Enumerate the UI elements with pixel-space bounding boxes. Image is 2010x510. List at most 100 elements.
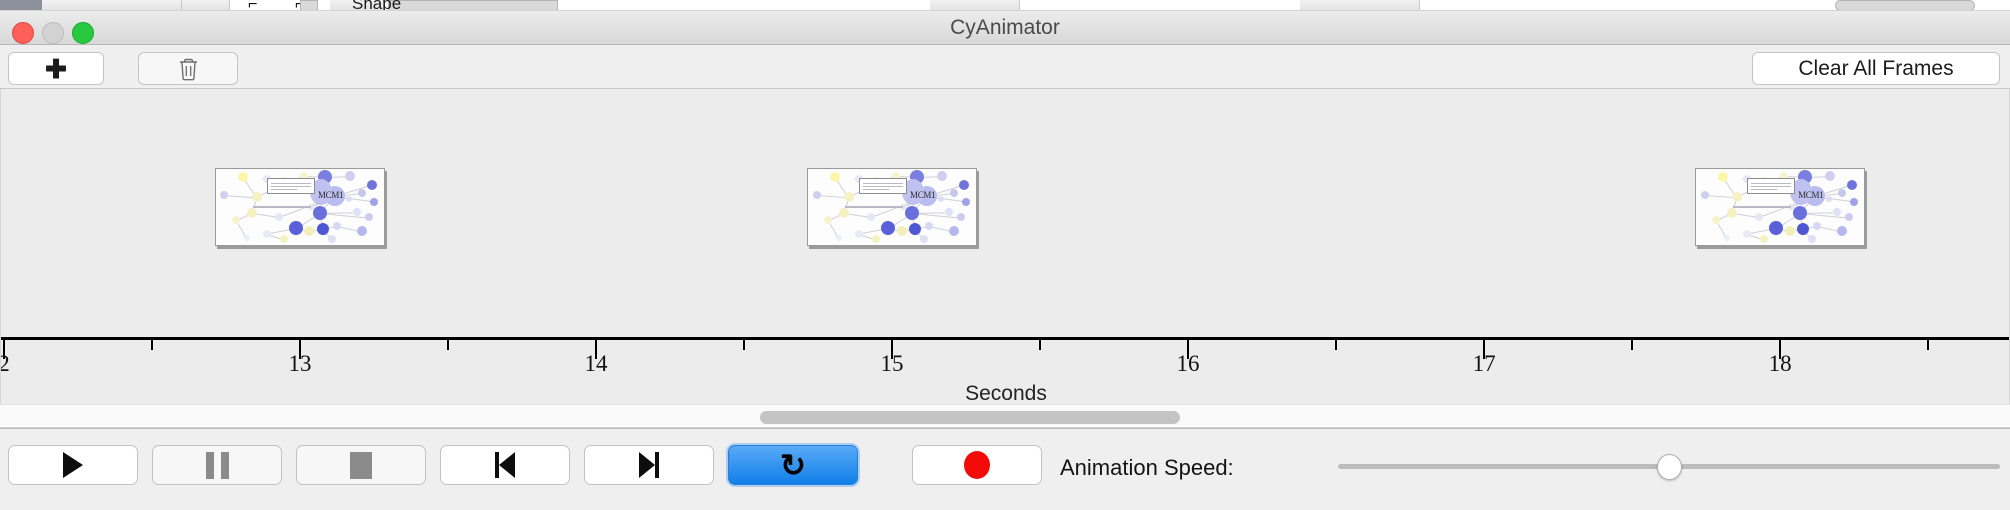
clear-all-frames-button[interactable]: Clear All Frames <box>1752 52 2000 85</box>
axis-tick-major <box>1483 340 1486 359</box>
axis-tick-major <box>595 340 597 359</box>
graph-node <box>279 235 288 244</box>
graph-annotation-box <box>1747 178 1796 195</box>
graph-node <box>949 226 960 237</box>
graph-node <box>937 171 948 182</box>
graph-node <box>353 207 362 216</box>
axis-tick-minor <box>446 340 449 350</box>
graph-node <box>243 234 250 241</box>
playback-control-bar: ↻ Animation Speed: <box>0 428 2010 510</box>
graph-hub-node <box>902 179 925 206</box>
timeline-scrollbar[interactable] <box>0 404 2010 428</box>
trash-icon <box>179 58 197 80</box>
window-title: CyAnimator <box>950 16 1060 39</box>
axis-line <box>1 337 2009 340</box>
graph-edge <box>911 212 962 219</box>
close-button[interactable] <box>12 22 34 44</box>
graph-node <box>945 207 954 216</box>
graph-caption-line <box>1733 205 1792 208</box>
graph-node <box>332 221 341 230</box>
graph-node <box>262 229 271 238</box>
graph-annotation-text-line <box>270 186 311 188</box>
stop-button[interactable] <box>296 445 426 485</box>
graph-node <box>843 192 854 203</box>
axis-tick-label: 2 <box>1 351 10 377</box>
add-frame-button[interactable]: ✚ <box>8 52 104 85</box>
graph-node <box>1850 197 1859 206</box>
loop-button[interactable]: ↻ <box>728 445 858 485</box>
loop-icon: ↻ <box>780 447 806 483</box>
graph-hub-label: MCM1 <box>910 190 936 201</box>
graph-node <box>1754 213 1763 222</box>
pause-button[interactable] <box>152 445 282 485</box>
timeline-frame-thumbnail[interactable]: MCM1 <box>807 168 978 246</box>
graph-node <box>835 234 842 241</box>
frame-network-graph: MCM1 <box>1696 169 1865 245</box>
axis-tick-minor <box>150 340 153 350</box>
graph-node <box>357 226 368 237</box>
axis-tick-major <box>1187 340 1190 359</box>
toolbar: ✚ Clear All Frames <box>0 45 2010 89</box>
graph-node <box>1700 190 1709 199</box>
play-icon <box>63 452 83 478</box>
graph-node <box>1784 226 1795 237</box>
graph-edge <box>319 212 369 219</box>
graph-node <box>1833 207 1842 216</box>
graph-node <box>1807 235 1816 244</box>
graph-node <box>251 192 262 203</box>
minimize-button[interactable] <box>42 22 64 44</box>
graph-hub-node <box>310 179 333 206</box>
skip-to-end-button[interactable] <box>584 445 714 485</box>
graph-node <box>312 205 327 220</box>
graph-node <box>358 189 367 198</box>
graph-node <box>962 197 971 206</box>
graph-node <box>274 213 283 222</box>
stop-icon <box>350 451 372 479</box>
skip-forward-icon <box>639 452 659 478</box>
graph-node <box>1825 195 1832 202</box>
play-button[interactable] <box>8 445 138 485</box>
graph-node <box>880 221 895 236</box>
timeline-scrollbar-thumb[interactable] <box>760 411 1180 424</box>
skip-to-start-button[interactable] <box>440 445 570 485</box>
graph-node <box>924 221 933 230</box>
timeline-panel[interactable]: MCM1 MCM1 MCM1 2 13 14 15 16 17 18 Seconds <box>0 89 2010 404</box>
graph-node <box>1726 208 1737 219</box>
axis-tick-minor <box>743 340 746 350</box>
timeline-frame-thumbnail[interactable]: MCM1 <box>1695 168 1866 246</box>
graph-node <box>345 171 356 182</box>
graph-node <box>367 179 378 190</box>
graph-node <box>1838 189 1847 198</box>
graph-node <box>919 235 928 244</box>
graph-node <box>1780 172 1789 181</box>
graph-node <box>288 221 303 236</box>
graph-node <box>300 172 309 181</box>
record-button[interactable] <box>912 445 1042 485</box>
axis-tick-minor <box>1039 340 1042 350</box>
zoom-button[interactable] <box>72 22 94 44</box>
graph-node <box>937 195 944 202</box>
animation-speed-slider-thumb[interactable] <box>1657 454 1682 480</box>
graph-annotation-text-line <box>270 183 311 185</box>
axis-tick-label: 13 <box>288 351 312 376</box>
graph-node <box>1731 192 1742 203</box>
animation-speed-label: Animation Speed: <box>1060 455 1234 480</box>
axis-tick-major <box>1779 340 1782 359</box>
graph-node <box>957 213 966 222</box>
delete-frame-button[interactable] <box>138 52 238 85</box>
graph-node <box>317 223 330 236</box>
graph-edge <box>1799 212 1850 219</box>
graph-node <box>1792 205 1807 220</box>
timeline-frame-thumbnail[interactable]: MCM1 <box>214 168 385 246</box>
graph-node <box>1797 223 1810 236</box>
traffic-lights <box>12 22 94 44</box>
graph-node <box>370 197 379 206</box>
background-window-label: Shape <box>352 0 402 11</box>
graph-annotation-box <box>859 178 908 195</box>
graph-annotation-text-line <box>863 186 904 188</box>
axis-tick-label: 17 <box>1472 351 1496 376</box>
background-window-strip: ⌐ ⌐ Shape <box>0 0 2010 11</box>
pause-icon <box>205 451 229 479</box>
graph-hub-label: MCM1 <box>317 190 344 201</box>
